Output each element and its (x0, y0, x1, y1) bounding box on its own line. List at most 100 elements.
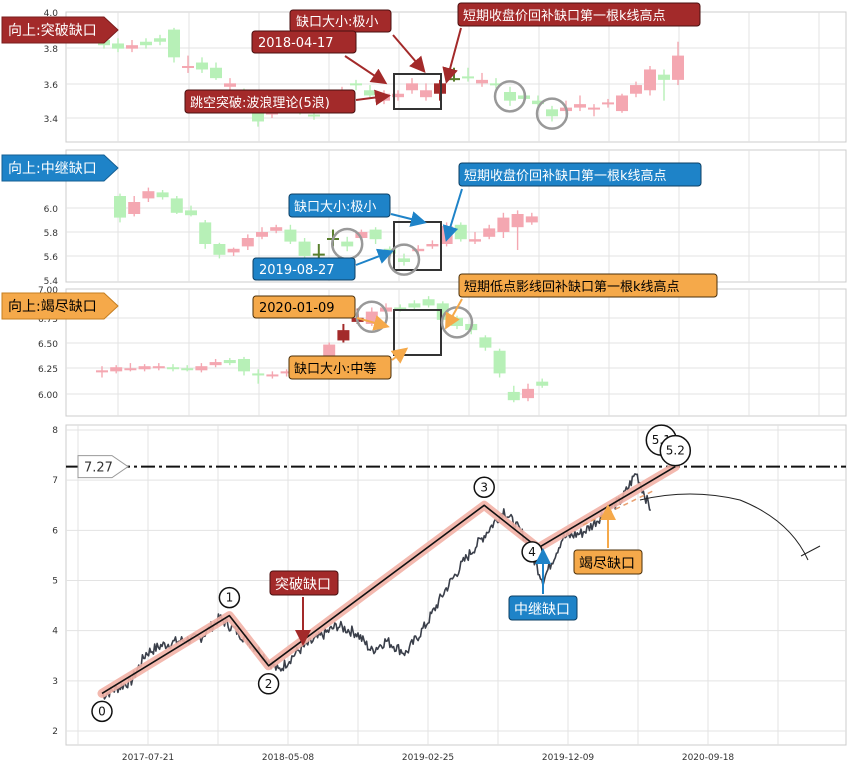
y-tick-label: 4 (52, 627, 58, 637)
panel-breakaway-frame (65, 11, 847, 143)
candle (350, 79, 362, 91)
x-tick-label: 2020-09-18 (682, 753, 735, 763)
candle (672, 41, 684, 86)
candle (140, 38, 152, 49)
annotation-gap-size-text: 缺口大小:极小 (294, 200, 376, 215)
candle (270, 224, 283, 234)
candle (241, 234, 254, 250)
candle (490, 78, 502, 89)
panel-exhaustion-tag: 向上:竭尽缺口 (1, 292, 119, 320)
candle (114, 193, 126, 223)
candle (298, 238, 311, 261)
y-tick-label: 6.75 (38, 315, 58, 325)
svg-text:3: 3 (480, 480, 488, 494)
panel-breakaway-tag: 向上:突破缺口 (1, 16, 119, 44)
svg-text:5.2: 5.2 (666, 444, 685, 458)
candle (284, 224, 297, 244)
candle (256, 227, 268, 240)
candle (511, 210, 524, 250)
candle (497, 212, 510, 238)
overview-exhaustion-label: 竭尽缺口 (573, 549, 643, 575)
candle (546, 105, 558, 122)
annotation-gap-fill-arrow (445, 298, 463, 330)
candle (223, 357, 236, 366)
candle (181, 365, 194, 372)
candle (406, 78, 418, 94)
y-tick-label: 6 (52, 526, 58, 536)
annotation-gap-date-arrow (355, 248, 394, 266)
panel-overview-yticks: 8 7 6 5 4 3 2 (52, 426, 58, 737)
panel-exhaustion-yticks: 7.00 6.75 6.50 6.25 6.00 (38, 286, 58, 401)
annotation-gap-size-arrow (390, 347, 409, 364)
candle (493, 348, 506, 378)
wave-path (101, 465, 676, 695)
candle (420, 83, 432, 101)
annotation-gap-date-text: 2020-01-09 (259, 301, 335, 316)
candle (266, 371, 279, 379)
candle (616, 93, 628, 113)
panel-overview-xticks: 2017-07-21 2018-05-08 2019-02-25 2019-12-09… (122, 753, 735, 763)
candle (238, 356, 250, 376)
candle (574, 95, 586, 112)
candle (469, 232, 481, 244)
candle (138, 364, 151, 372)
reference-label: 7.27 (84, 461, 113, 476)
wave-marker: 2 (257, 673, 280, 695)
panel-breakaway-tag-text: 向上:突破缺口 (8, 23, 97, 39)
annotation-wave-theory: 跳空突破:波浪理论(5浪) (184, 89, 356, 114)
y-tick-label: 6.50 (38, 340, 58, 350)
y-tick-label: 5.4 (44, 277, 59, 287)
overview-breakaway-label: 突破缺口 (269, 570, 339, 596)
svg-text:1: 1 (226, 591, 234, 605)
panel-exhaustion-candles (96, 296, 549, 403)
annotation-gap-fill-text: 短期收盘价回补缺口第一根k线高点 (464, 168, 667, 184)
annotation-gap-date: 2020-01-09 (252, 295, 356, 319)
panel-breakaway-fill-circles (493, 80, 569, 130)
annotation-gap-date-text: 2018-04-17 (258, 36, 334, 51)
annotation-gap-fill-text: 短期收盘价回补缺口第一根k线高点 (463, 8, 666, 24)
wave-5-dashed-guide (582, 489, 656, 526)
candle (398, 253, 410, 266)
annotation-gap-fill: 短期收盘价回补缺口第一根k线高点 (458, 162, 702, 187)
gap-highlight-box (393, 73, 442, 110)
candle (213, 242, 226, 259)
projection-arc-end (800, 545, 821, 557)
y-tick-label: 8 (52, 426, 58, 436)
panel-overview-grid (66, 425, 846, 745)
annotation-gap-date-text: 2019-08-27 (259, 263, 335, 278)
gap-highlight-box (393, 309, 442, 356)
candle (476, 72, 488, 87)
overview-runaway-label-text: 中继缺口 (514, 602, 570, 618)
candle (210, 62, 222, 80)
panel-runaway: 6.0 5.8 5.6 5.4 向上:中继缺口 缺口大小:极小 2019-08-… (1, 149, 847, 287)
annotation-gap-fill-arrow (442, 188, 463, 242)
panel-runaway-frame (65, 149, 847, 283)
candle (522, 383, 534, 402)
candle (422, 296, 435, 308)
candle (227, 247, 240, 256)
annotation-gap-fill-arrow (442, 27, 462, 84)
candle (462, 67, 474, 82)
wave-marker: 4 (521, 541, 543, 563)
annotation-wave-theory-arrow (355, 89, 391, 106)
candle (195, 363, 208, 373)
candle (196, 57, 208, 73)
candle (658, 69, 670, 101)
annotation-gap-date-arrow (356, 315, 390, 331)
candle (185, 205, 197, 217)
candle (209, 358, 222, 368)
overview-runaway-label: 中继缺口 (508, 595, 578, 621)
overview-breakaway-label-text: 突破缺口 (275, 577, 331, 593)
annotation-gap-fill: 短期低点影线回补缺口第一根k线高点 (458, 273, 718, 298)
candle (280, 369, 293, 377)
annotation-gap-size: 缺口大小:极小 (289, 9, 392, 33)
annotation-gap-size-text: 缺口大小:中等 (294, 361, 376, 377)
wave-marker: 3 (473, 476, 495, 498)
x-tick-label: 2018-05-08 (262, 753, 315, 763)
candle (199, 220, 212, 249)
y-tick-label: 5 (52, 577, 58, 587)
panel-exhaustion-grid (66, 289, 846, 416)
panel-exhaustion-tag-text: 向上:竭尽缺口 (8, 299, 97, 315)
candle (128, 196, 141, 217)
